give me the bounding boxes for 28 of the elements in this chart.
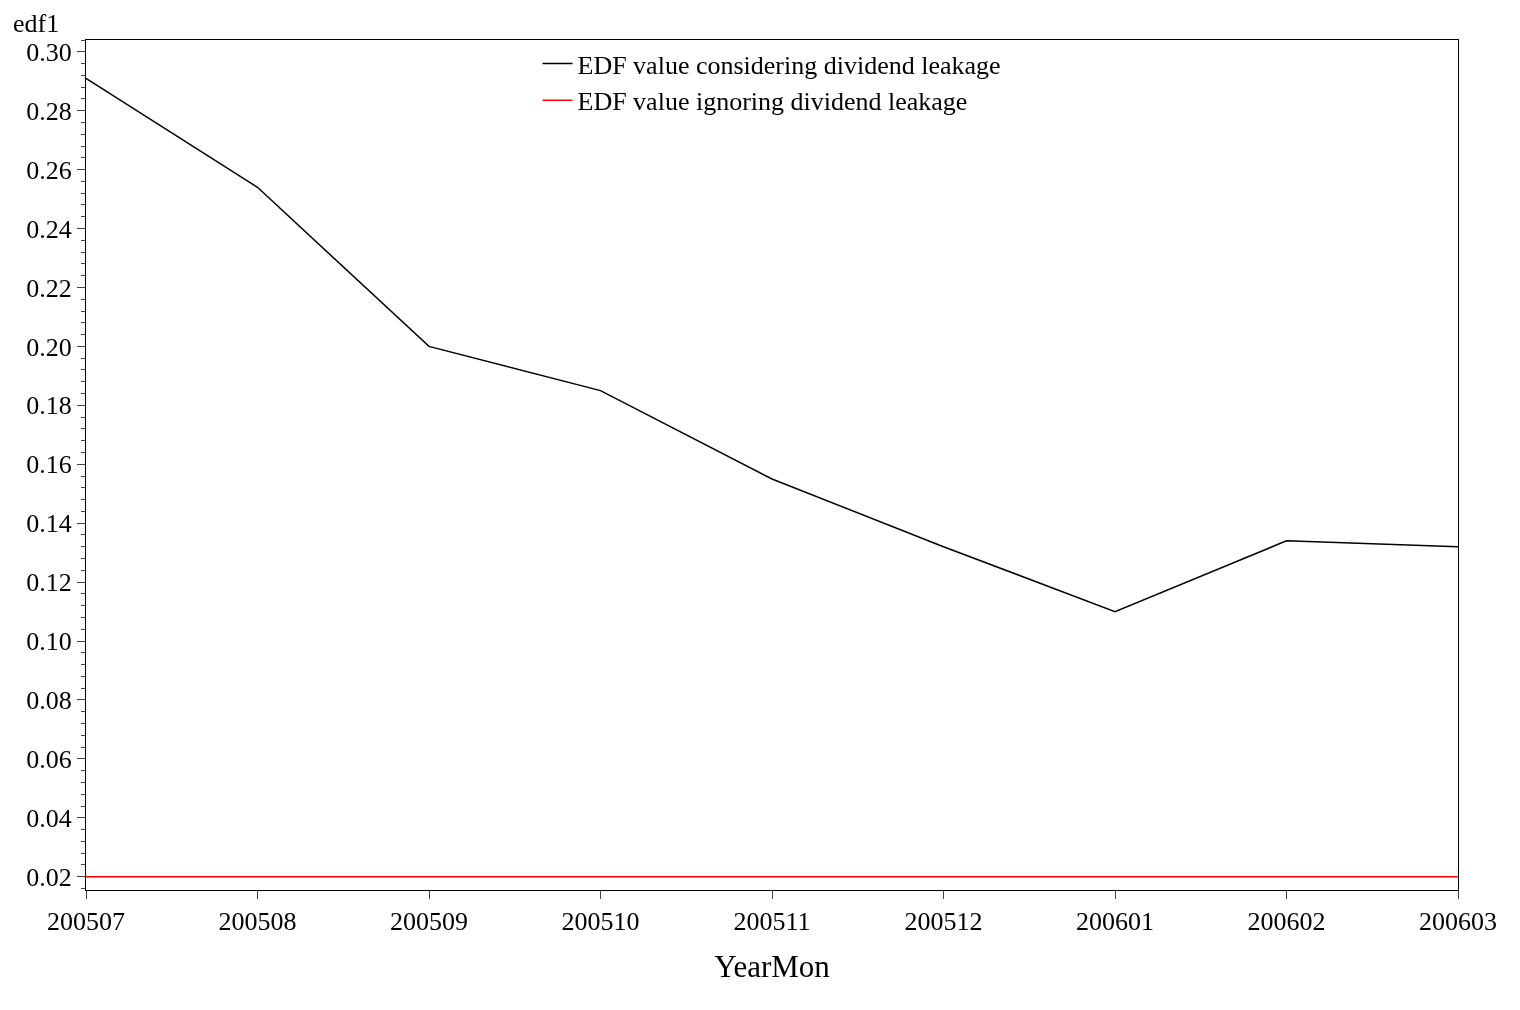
y-tick-label: 0.26 <box>26 155 72 185</box>
y-tick-label: 0.16 <box>26 450 72 480</box>
y-tick-label: 0.28 <box>26 96 72 126</box>
y-tick-label: 0.02 <box>26 862 72 892</box>
y-tick-label: 0.30 <box>26 37 72 67</box>
y-tick-label: 0.06 <box>26 744 72 774</box>
x-tick-label: 200512 <box>904 907 983 937</box>
y-tick-label: 0.08 <box>26 686 72 716</box>
x-tick-label: 200510 <box>561 907 640 937</box>
y-tick-label: 0.04 <box>26 803 72 833</box>
y-tick-label: 0.14 <box>26 509 72 539</box>
x-tick-label: 200603 <box>1419 907 1497 937</box>
legend-label: EDF value ignoring dividend leakage <box>577 87 968 117</box>
x-tick-label: 200509 <box>390 907 468 937</box>
x-axis-title: YearMon <box>714 949 831 985</box>
legend-label: EDF value considering dividend leakage <box>577 50 1001 80</box>
x-tick-label: 200511 <box>733 907 811 937</box>
x-tick-label: 200508 <box>218 907 297 937</box>
x-tick-label: 200602 <box>1247 907 1326 937</box>
x-tick-label: 200601 <box>1076 907 1154 937</box>
y-tick-label: 0.12 <box>26 568 72 598</box>
y-axis-title: edf1 <box>13 9 60 38</box>
y-tick-label: 0.18 <box>26 391 72 421</box>
y-tick-label: 0.22 <box>26 273 72 303</box>
x-tick-label: 200507 <box>47 907 125 937</box>
y-tick-label: 0.10 <box>26 627 72 657</box>
y-tick-label: 0.24 <box>26 214 72 244</box>
y-tick-label: 0.20 <box>26 332 72 362</box>
